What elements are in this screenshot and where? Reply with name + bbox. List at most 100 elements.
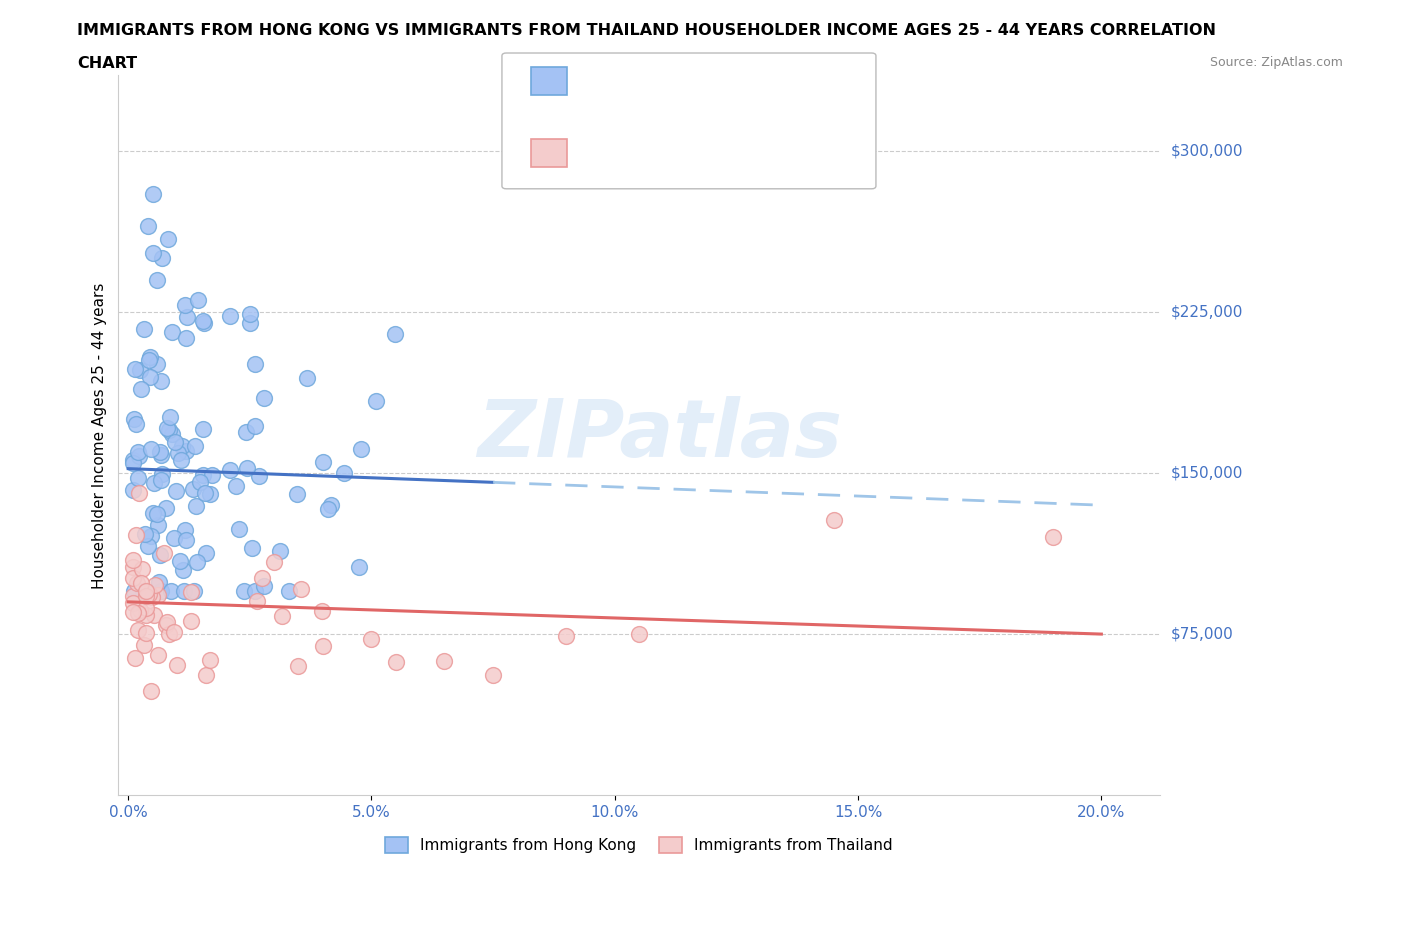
Point [253, 578, 276, 593]
Point [285, 486, 308, 501]
Point [142, 246, 165, 260]
Point [122, 560, 145, 575]
Point [228, 521, 250, 536]
Point [128, 485, 150, 500]
Point [170, 453, 193, 468]
Point [176, 331, 198, 346]
Text: Source: ZipAtlas.com: Source: ZipAtlas.com [1209, 56, 1343, 69]
Point [143, 476, 166, 491]
Point [139, 369, 162, 384]
Point [127, 622, 149, 637]
Point [139, 350, 162, 365]
Text: $150,000: $150,000 [1171, 465, 1243, 481]
Point [155, 501, 177, 516]
Point [239, 315, 262, 330]
Point [134, 322, 156, 337]
Point [135, 608, 157, 623]
Text: R =: R = [583, 72, 623, 90]
Text: ZIPatlas: ZIPatlas [478, 396, 842, 474]
Point [364, 393, 387, 408]
Point [312, 638, 335, 653]
Point [135, 626, 157, 641]
Point [360, 631, 382, 646]
Point [174, 523, 197, 538]
Point [129, 381, 152, 396]
Text: R =: R = [583, 144, 623, 163]
Point [124, 651, 146, 666]
Point [193, 422, 215, 437]
Point [150, 251, 173, 266]
Point [180, 584, 202, 599]
Point [135, 584, 157, 599]
Point [243, 584, 266, 599]
Point [270, 608, 292, 623]
Point [482, 668, 505, 683]
Point [156, 420, 179, 435]
Point [174, 297, 197, 312]
Point [193, 313, 215, 328]
Point [146, 647, 169, 662]
Point [433, 654, 456, 669]
Text: 105: 105 [778, 72, 815, 90]
Point [124, 362, 146, 377]
Point [180, 614, 202, 629]
Text: CHART: CHART [77, 56, 138, 71]
Point [135, 589, 157, 604]
Point [174, 532, 197, 547]
Point [312, 455, 335, 470]
Point [148, 588, 170, 603]
Text: N =: N = [721, 144, 761, 163]
Point [188, 474, 211, 489]
Point [184, 499, 207, 514]
Point [134, 638, 156, 653]
Point [195, 667, 218, 682]
Point [243, 418, 266, 433]
Point [295, 370, 318, 385]
Point [122, 452, 145, 467]
Point [122, 584, 145, 599]
Point [193, 316, 215, 331]
Point [176, 309, 198, 324]
Point [143, 608, 166, 623]
Point [125, 417, 148, 432]
Point [141, 590, 163, 604]
Point [146, 356, 169, 371]
Point [127, 576, 149, 591]
Point [122, 482, 145, 497]
Point [135, 600, 157, 615]
Point [250, 571, 273, 586]
Point [139, 529, 162, 544]
Point [235, 424, 257, 439]
Point [194, 485, 217, 500]
Point [225, 478, 247, 493]
Text: $225,000: $225,000 [1171, 304, 1243, 319]
Point [150, 472, 173, 487]
Text: IMMIGRANTS FROM HONG KONG VS IMMIGRANTS FROM THAILAND HOUSEHOLDER INCOME AGES 25: IMMIGRANTS FROM HONG KONG VS IMMIGRANTS … [77, 23, 1216, 38]
Point [149, 447, 172, 462]
Point [245, 593, 267, 608]
Point [157, 423, 180, 438]
Point [236, 460, 259, 475]
Point [187, 292, 209, 307]
Point [156, 615, 179, 630]
Text: $300,000: $300,000 [1171, 143, 1243, 158]
Point [155, 618, 177, 632]
Point [129, 576, 152, 591]
Point [127, 606, 149, 621]
Point [253, 391, 276, 405]
Point [146, 518, 169, 533]
Point [122, 552, 145, 567]
Point [183, 584, 205, 599]
Point [148, 574, 170, 589]
Point [129, 603, 152, 618]
Point [139, 442, 162, 457]
Point [172, 438, 194, 453]
Point [269, 544, 291, 559]
Point [195, 545, 218, 560]
Point [149, 445, 172, 459]
Point [163, 624, 186, 639]
Point [156, 232, 179, 246]
Point [176, 444, 198, 458]
Point [125, 527, 148, 542]
Point [122, 456, 145, 471]
